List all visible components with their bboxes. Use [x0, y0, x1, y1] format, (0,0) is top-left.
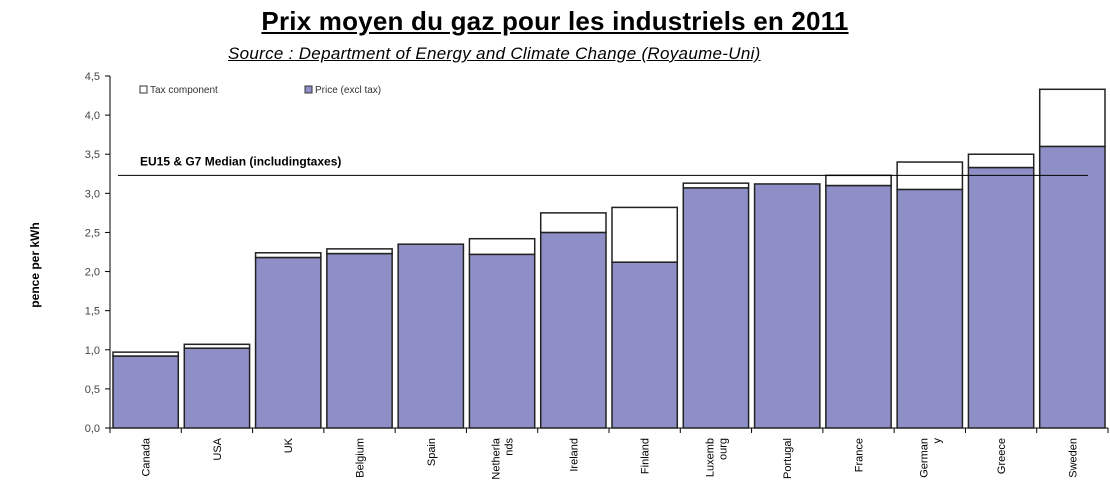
x-tick-label: Ireland	[568, 438, 580, 472]
x-tick-label: Sweden	[1067, 438, 1079, 478]
x-tick-label: Netherla	[491, 437, 503, 479]
legend-swatch	[304, 85, 313, 94]
x-tick-label: UK	[283, 437, 295, 453]
bar-tax-component	[967, 153, 1035, 169]
y-tick-label: 0,0	[85, 423, 100, 435]
y-tick-label: 4,0	[85, 110, 100, 122]
legend-label: Price (excl tax)	[315, 85, 381, 96]
y-tick-label: 4,5	[85, 71, 100, 83]
bar-price-excl-tax	[539, 231, 607, 429]
x-tick-label: ourg	[717, 438, 729, 460]
bar-price-excl-tax	[611, 261, 679, 429]
x-tick-label: Greece	[996, 438, 1008, 474]
bar-price-excl-tax	[112, 355, 180, 429]
x-tick-label: Portugal	[782, 438, 794, 479]
x-axis-labels: Canada USA UK Belgium Spain Netherla nds Irelan…	[109, 428, 1109, 480]
bar-tax-component	[611, 206, 679, 263]
bar-price-excl-tax	[468, 253, 536, 429]
bar-tax-component	[1038, 88, 1106, 148]
bar-price-excl-tax	[254, 256, 322, 429]
bar-tax-component	[326, 248, 393, 255]
bar-tax-component	[183, 343, 251, 349]
legend-label: Tax component	[150, 85, 218, 96]
bar-price-excl-tax	[326, 252, 393, 429]
x-tick-label: German	[918, 438, 930, 478]
legend-swatch	[139, 85, 148, 94]
legend: Tax component Price (excl tax)	[139, 85, 381, 96]
chart-subtitle: Source : Department of Energy and Climat…	[228, 44, 761, 63]
y-tick-label: 1,5	[85, 306, 100, 318]
bar-tax-component	[254, 252, 322, 259]
x-tick-label: nds	[504, 438, 516, 456]
y-tick-label: 0,5	[85, 384, 100, 396]
x-tick-label: Spain	[426, 438, 438, 466]
x-tick-label: y	[931, 438, 943, 444]
bar-tax-component	[682, 182, 750, 189]
bar-price-excl-tax	[183, 347, 251, 429]
bar-tax-component	[825, 174, 892, 187]
bar-tax-component	[539, 212, 607, 234]
y-tick-label: 3,5	[85, 149, 100, 161]
y-tick-label: 2,0	[85, 267, 100, 279]
x-tick-label: Luxemb	[704, 438, 716, 477]
bar-price-excl-tax	[397, 243, 465, 429]
x-tick-label: USA	[212, 437, 224, 460]
x-tick-label: Finland	[640, 438, 652, 474]
bars	[112, 88, 1106, 429]
bar-price-excl-tax	[896, 188, 964, 429]
y-tick-label: 1,0	[85, 345, 100, 357]
bar-price-excl-tax	[1038, 145, 1106, 429]
bar-tax-component	[468, 237, 536, 256]
x-tick-label: Belgium	[355, 438, 367, 478]
median-reference: EU15 & G7 Median (includingtaxes)	[118, 154, 1088, 176]
bar-price-excl-tax	[682, 187, 750, 429]
chart-title: Prix moyen du gaz pour les industriels e…	[261, 6, 849, 36]
y-tick-label: 2,5	[85, 227, 100, 239]
bar-price-excl-tax	[753, 183, 821, 429]
bar-tax-component	[112, 351, 180, 357]
x-tick-label: France	[854, 438, 866, 472]
y-tick-label: 3,0	[85, 188, 100, 200]
median-label: EU15 & G7 Median (includingtaxes)	[140, 154, 341, 168]
bar-price-excl-tax	[967, 166, 1035, 429]
x-tick-label: Canada	[141, 437, 153, 476]
bar-price-excl-tax	[825, 184, 892, 429]
